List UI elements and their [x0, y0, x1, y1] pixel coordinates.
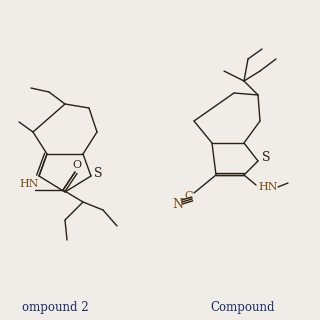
Text: Compound: Compound	[210, 301, 275, 315]
Text: N: N	[172, 197, 183, 211]
Text: HN: HN	[258, 182, 278, 192]
Text: ompound 2: ompound 2	[22, 301, 89, 315]
Text: C: C	[185, 191, 193, 201]
Text: HN: HN	[19, 179, 39, 189]
Text: S: S	[94, 166, 102, 180]
Text: O: O	[72, 160, 82, 170]
Text: S: S	[262, 150, 270, 164]
